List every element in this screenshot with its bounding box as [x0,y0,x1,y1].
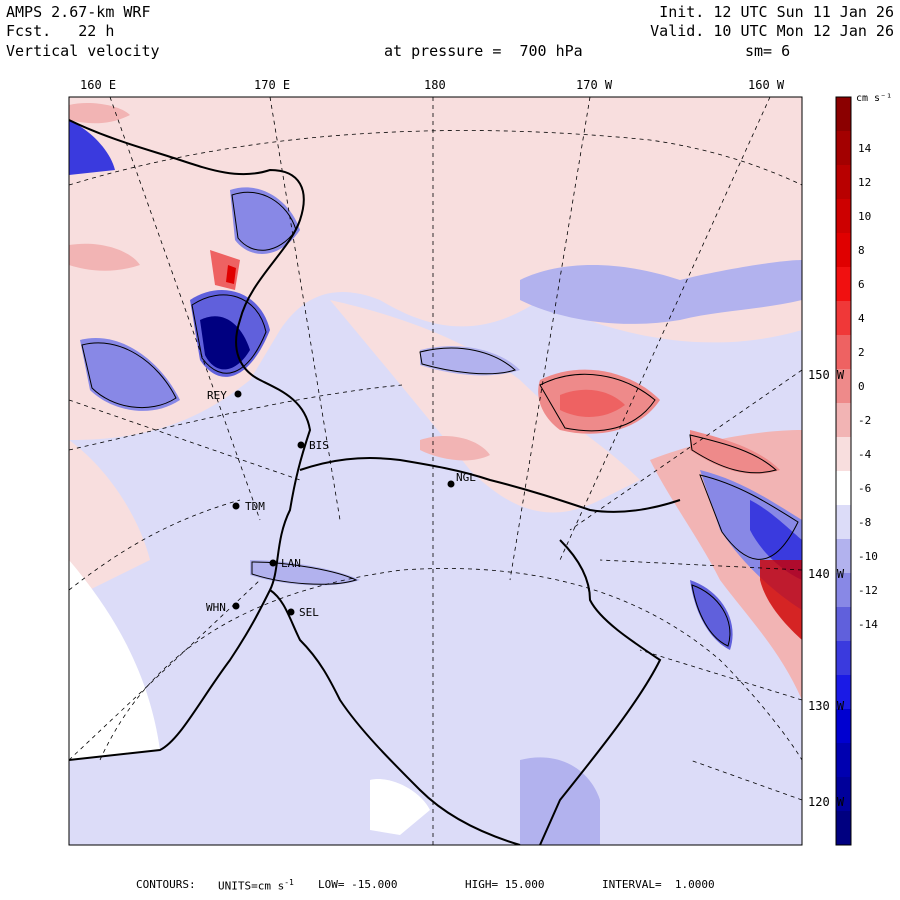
map-field [69,97,802,845]
colorbar-swatch [836,471,851,506]
station-label-ngl: NGL [456,471,476,484]
colorbar-tick-label: 2 [858,346,865,359]
colorbar-tick-label: -4 [858,448,872,461]
station-dot-rey [234,390,242,398]
lon-label-150w: 150 W [808,368,845,382]
colorbar-tick-label: 12 [858,176,871,189]
colorbar-units: cm s⁻¹ [856,93,893,104]
colorbar-swatch [836,641,851,676]
colorbar-swatch [836,267,851,302]
map-frame [68,96,803,846]
colorbar-swatch [836,165,851,200]
colorbar-tick-label: 8 [858,244,865,257]
pressure-level: at pressure = 700 hPa [384,42,583,60]
footer-units-exp: -1 [284,878,294,887]
colorbar-tick-label: 10 [858,210,871,223]
model-title: AMPS 2.67-km WRF [6,3,151,21]
station-dot-tdm [232,502,240,510]
station-label-rey: REY [207,389,227,402]
colorbar-tick-label: -6 [858,482,871,495]
field-name: Vertical velocity [6,42,160,60]
lon-label-120w: 120 W [808,795,845,809]
colorbar-swatch [836,539,851,574]
colorbar-tick-label: -8 [858,516,871,529]
station-label-tdm: TDM [245,500,265,513]
lon-label-170e: 170 E [254,78,291,92]
footer-high: HIGH= 15.000 [465,878,545,891]
colorbar-swatch [836,709,851,744]
colorbar-swatch [836,607,851,642]
colorbar-swatch [836,131,851,166]
colorbar-swatch [836,573,851,608]
colorbar-swatch [836,811,851,846]
lon-label-170w: 170 W [576,78,613,92]
colorbar-swatch [836,743,851,778]
footer-units: UNITS=cm s-1 [218,878,294,893]
colorbar-tick-label: -2 [858,414,871,427]
colorbar-swatch [836,301,851,336]
footer-low: LOW= -15.000 [318,878,398,891]
footer-interval: INTERVAL= 1.0000 [602,878,715,891]
colorbar-tick-label: 14 [858,142,872,155]
station-dot-ngl [447,480,455,488]
station-dot-bis [297,441,305,449]
colorbar-tick-label: 6 [858,278,865,291]
lon-label-130w: 130 W [808,699,845,713]
footer-units-label: UNITS=cm s [218,879,285,893]
station-dot-sel [287,608,295,616]
colorbar-swatch [836,233,851,268]
station-label-lan: LAN [281,557,301,570]
colorbar-swatch [836,675,851,710]
station-label-sel: SEL [299,606,319,619]
station-label-whn: WHN [206,601,226,614]
colorbar-swatch [836,777,851,812]
station-dot-lan [269,559,277,567]
colorbar-tick-label: -10 [858,550,878,563]
station-dot-whn [232,602,240,610]
init-time: Init. 12 UTC Sun 11 Jan 26 [659,3,894,21]
colorbar-swatch [836,97,851,132]
colorbar-swatch [836,335,851,370]
colorbar: 14 12 10 8 6 4 2 0 -2 -4 -6 -8 -10 -12 -14 [835,96,878,846]
forecast-hour: Fcst. 22 h [6,22,115,40]
lon-label-160e: 160 E [80,78,117,92]
colorbar-tick-label: -14 [858,618,878,631]
colorbar-swatch [836,199,851,234]
station-markers: REY BIS NGL TDM LAN WHN SEL [206,389,476,619]
lon-label-180: 180 [424,78,446,92]
footer-contours: CONTOURS: [136,878,196,891]
colorbar-tick-label: 0 [858,380,865,393]
colorbar-frame [835,96,852,846]
colorbar-tick-label: -12 [858,584,878,597]
smoothing-label: sm= 6 [745,42,791,60]
lon-label-160w: 160 W [748,78,785,92]
colorbar-swatch [836,437,851,472]
lon-label-140w: 140 W [808,567,845,581]
colorbar-swatch [836,403,851,438]
station-label-bis: BIS [309,439,329,452]
colorbar-swatch [836,369,851,404]
valid-time: Valid. 10 UTC Mon 12 Jan 26 [650,22,894,40]
colorbar-tick-label: 4 [858,312,865,325]
colorbar-swatch [836,505,851,540]
